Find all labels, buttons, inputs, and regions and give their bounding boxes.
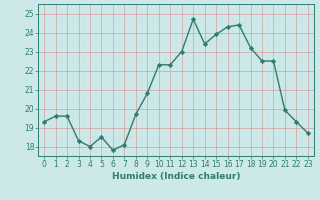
X-axis label: Humidex (Indice chaleur): Humidex (Indice chaleur) [112, 172, 240, 181]
